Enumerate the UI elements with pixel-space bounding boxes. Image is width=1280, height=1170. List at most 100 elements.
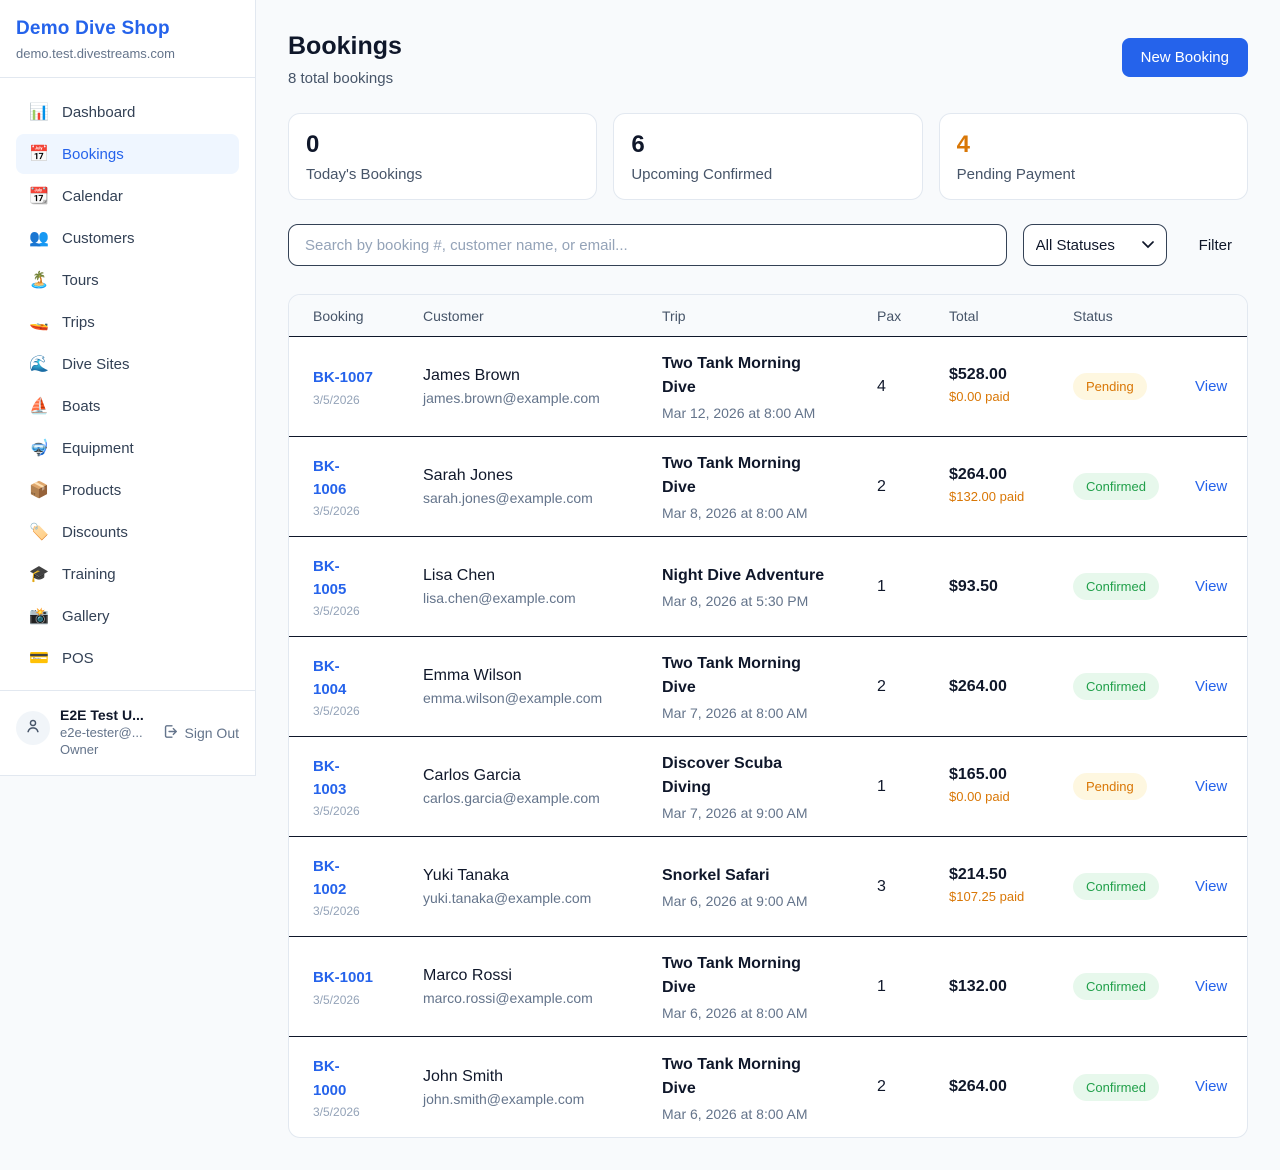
view-link[interactable]: View bbox=[1195, 1078, 1228, 1095]
stat-label: Pending Payment bbox=[956, 166, 1076, 183]
booking-id-link[interactable]: BK- 1006 bbox=[313, 457, 347, 498]
pax-count: 2 bbox=[877, 477, 886, 495]
booking-id-link[interactable]: BK-1001 bbox=[313, 969, 374, 987]
booking-date: 3/5/2026 bbox=[313, 604, 360, 619]
column-header-status: Status bbox=[1073, 307, 1113, 324]
calendar-icon: 📅 bbox=[29, 146, 49, 163]
column-header-customer: Customer bbox=[423, 307, 484, 324]
stat-card-today-s-bookings: 0 Today's Bookings bbox=[288, 113, 598, 200]
sidebar-item-label: Calendar bbox=[62, 187, 123, 205]
booking-date: 3/5/2026 bbox=[313, 904, 360, 919]
booking-id-link[interactable]: BK-1007 bbox=[313, 369, 374, 387]
sidebar-item-tours[interactable]: 🏝️ Tours bbox=[16, 260, 239, 300]
trip-datetime: Mar 6, 2026 at 9:00 AM bbox=[662, 893, 808, 909]
sidebar-item-products[interactable]: 📦 Products bbox=[16, 470, 239, 510]
view-link[interactable]: View bbox=[1195, 477, 1228, 495]
graduation-cap-icon: 🎓 bbox=[29, 566, 49, 583]
new-booking-button[interactable]: New Booking bbox=[1121, 38, 1248, 77]
bar-chart-icon: 📊 bbox=[29, 104, 49, 121]
view-link[interactable]: View bbox=[1195, 877, 1228, 895]
total-amount: $528.00 bbox=[949, 366, 1007, 384]
pax-count: 1 bbox=[877, 577, 886, 595]
shop-header: Demo Dive Shop demo.test.divestreams.com bbox=[0, 0, 255, 78]
filter-button[interactable]: Filter bbox=[1183, 237, 1248, 254]
customer-email: marco.rossi@example.com bbox=[423, 990, 593, 1006]
column-header-pax: Pax bbox=[877, 307, 902, 324]
customer-name: Emma Wilson bbox=[423, 667, 522, 684]
booking-id-link[interactable]: BK- 1003 bbox=[313, 757, 347, 798]
speedboat-icon: 🚤 bbox=[29, 314, 49, 331]
sidebar-item-boats[interactable]: ⛵ Boats bbox=[16, 386, 239, 426]
trip-name: Two Tank Morning Dive bbox=[662, 1055, 801, 1097]
sidebar-item-label: Equipment bbox=[62, 439, 134, 457]
view-link[interactable]: View bbox=[1195, 777, 1228, 795]
status-badge: Confirmed bbox=[1073, 973, 1159, 1000]
status-select[interactable]: All Statuses bbox=[1022, 224, 1167, 266]
sidebar-item-pos[interactable]: 💳 POS bbox=[16, 638, 239, 678]
trip-name: Discover Scuba Diving bbox=[662, 755, 783, 796]
view-link[interactable]: View bbox=[1195, 377, 1228, 395]
customer-name: Marco Rossi bbox=[423, 967, 512, 984]
table-row: BK- 1005 3/5/2026 Lisa Chen lisa.chen@exampl… bbox=[289, 537, 1247, 637]
booking-id-link[interactable]: BK- 1005 bbox=[313, 557, 347, 598]
sidebar-item-label: Trips bbox=[62, 313, 95, 331]
sidebar-item-label: Products bbox=[62, 481, 122, 499]
credit-card-icon: 💳 bbox=[29, 650, 49, 667]
stat-label: Today's Bookings bbox=[306, 166, 423, 183]
customer-email: john.smith@example.com bbox=[423, 1090, 585, 1107]
sidebar-item-training[interactable]: 🎓 Training bbox=[16, 554, 239, 594]
booking-id-link[interactable]: BK- 1000 bbox=[313, 1058, 347, 1099]
sidebar-item-label: POS bbox=[62, 649, 94, 667]
sign-out-button[interactable]: Sign Out bbox=[162, 723, 239, 743]
sidebar-item-calendar[interactable]: 📆 Calendar bbox=[16, 176, 239, 216]
sidebar-item-equipment[interactable]: 🤿 Equipment bbox=[16, 428, 239, 468]
page-title: Bookings bbox=[288, 32, 402, 60]
user-email: e2e-tester@... bbox=[60, 725, 143, 740]
sidebar-item-dashboard[interactable]: 📊 Dashboard bbox=[16, 92, 239, 132]
total-amount: $264.00 bbox=[949, 677, 1007, 695]
booking-id-link[interactable]: BK- 1002 bbox=[313, 857, 347, 898]
sidebar-item-gallery[interactable]: 📸 Gallery bbox=[16, 596, 239, 636]
total-amount: $264.00 bbox=[949, 466, 1007, 484]
customer-email: sarah.jones@example.com bbox=[423, 490, 593, 506]
sidebar-item-discounts[interactable]: 🏷️ Discounts bbox=[16, 512, 239, 552]
trip-datetime: Mar 8, 2026 at 8:00 AM bbox=[662, 505, 808, 521]
view-link[interactable]: View bbox=[1195, 977, 1228, 995]
total-amount: $165.00 bbox=[949, 766, 1007, 784]
trip-name: Two Tank Morning Dive bbox=[662, 655, 801, 696]
stat-label: Upcoming Confirmed bbox=[631, 166, 773, 183]
sidebar-item-customers[interactable]: 👥 Customers bbox=[16, 218, 239, 258]
trip-datetime: Mar 7, 2026 at 8:00 AM bbox=[662, 705, 808, 721]
trip-name: Snorkel Safari bbox=[662, 867, 770, 884]
booking-date: 3/5/2026 bbox=[313, 392, 360, 407]
table-body: BK-1007 3/5/2026 James Brown james.brown@ex… bbox=[289, 337, 1247, 1137]
sidebar-item-dive-sites[interactable]: 🌊 Dive Sites bbox=[16, 344, 239, 384]
customer-name: Lisa Chen bbox=[423, 567, 496, 584]
booking-date: 3/5/2026 bbox=[313, 504, 360, 519]
pax-count: 2 bbox=[877, 677, 886, 695]
status-badge: Confirmed bbox=[1073, 573, 1159, 600]
page-header: Bookings 8 total bookings New Booking bbox=[288, 32, 1248, 87]
stats-row: 0 Today's Bookings 6 Upcoming Confirmed 4 Pen… bbox=[288, 113, 1248, 200]
sidebar-item-bookings[interactable]: 📅 Bookings bbox=[16, 134, 239, 174]
column-header-total: Total bbox=[949, 307, 979, 324]
search-input[interactable] bbox=[288, 224, 1007, 266]
sailboat-icon: ⛵ bbox=[29, 398, 49, 415]
booking-id-link[interactable]: BK- 1004 bbox=[313, 657, 347, 698]
customer-name: John Smith bbox=[423, 1067, 504, 1085]
column-header-trip: Trip bbox=[662, 307, 686, 324]
total-amount: $93.50 bbox=[949, 577, 998, 595]
sidebar-item-label: Discounts bbox=[62, 523, 128, 541]
user-box: E2E Test U... e2e-tester@... Owner Sign … bbox=[0, 690, 255, 771]
tear-off-calendar-icon: 📆 bbox=[29, 188, 49, 205]
trip-datetime: Mar 6, 2026 at 8:00 AM bbox=[662, 1005, 808, 1021]
view-link[interactable]: View bbox=[1195, 677, 1228, 695]
customer-name: James Brown bbox=[423, 367, 520, 384]
sidebar-nav: 📊 Dashboard 📅 Bookings 📆 Calendar 👥 Customers 🏝️… bbox=[0, 78, 255, 690]
pax-count: 1 bbox=[877, 977, 886, 995]
sidebar-item-trips[interactable]: 🚤 Trips bbox=[16, 302, 239, 342]
table-row: BK- 1006 3/5/2026 Sarah Jones sarah.jones@ex… bbox=[289, 437, 1247, 537]
view-link[interactable]: View bbox=[1195, 577, 1228, 595]
bookings-table: Booking Customer Trip Pax Total Status BK-100… bbox=[288, 294, 1248, 1138]
user-name: E2E Test U... bbox=[60, 707, 144, 723]
